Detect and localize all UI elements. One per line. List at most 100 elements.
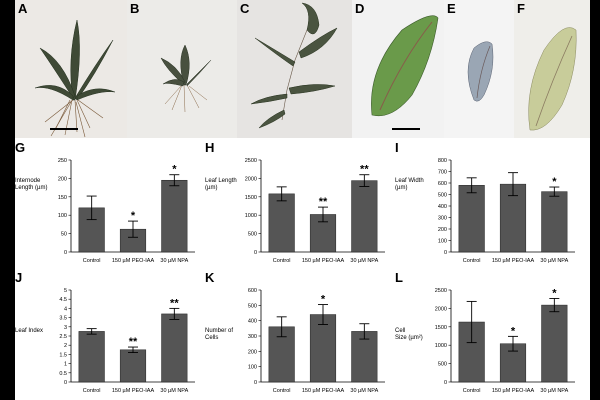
y-tick-label: 500 (248, 232, 257, 238)
y-tick-label: 700 (438, 170, 447, 176)
midrib (476, 45, 491, 99)
y-tick-label: 500 (438, 193, 447, 199)
y-axis-label: Internode Length (µm) (15, 178, 48, 191)
significance-marker: * (511, 325, 516, 337)
bar (78, 331, 105, 383)
y-tick-label: 50 (61, 232, 67, 238)
bar-chart-leaf-index: 0 0.5 1 1.5 2 2.5 3 3.5 4 4.5 5 Control ** 150 µM PEO… (59, 288, 195, 394)
x-category-label: 30 µM NPA (160, 388, 188, 394)
bar (119, 349, 147, 383)
significance-marker: * (552, 287, 557, 299)
bar (268, 193, 295, 253)
y-tick-label: 3 (64, 325, 67, 331)
significance-marker: ** (319, 196, 328, 208)
bar-chart-leaf-width: 0 100 200 300 400 500 600 700 800 Control 150 µM P… (438, 158, 575, 264)
y-tick-label: 100 (248, 365, 257, 371)
y-tick-label: 0 (444, 380, 447, 386)
x-category-label: Control (463, 388, 481, 394)
leaf-blade (467, 41, 494, 102)
moss-plant-photo-b (127, 0, 237, 138)
x-category-label: 150 µM PEO-IAA (112, 258, 155, 264)
photo-background (237, 0, 352, 138)
y-tick-label: 250 (58, 158, 67, 164)
y-tick-label: 2000 (435, 306, 447, 312)
leaf-micrograph-e (444, 0, 514, 138)
leaves (250, 2, 338, 129)
y-axis-label: Cell Size (µm²) (395, 328, 423, 341)
y-tick-label: 0 (64, 380, 67, 386)
x-category-label: Control (463, 258, 481, 264)
y-tick-label: 1 (64, 362, 67, 368)
y-tick-label: 200 (438, 227, 447, 233)
y-tick-label: 100 (438, 239, 447, 245)
leaves (160, 44, 212, 87)
leaf-blade (371, 15, 439, 117)
figure: A B (15, 0, 590, 400)
chart-panel-i: I Leaf Width (µm) 0 100 200 300 400 500 600 700… (395, 140, 585, 270)
bar-chart-internode-length: 0 50 100 150 200 250 Control * 150 µM PEO-IAA * 30… (58, 158, 195, 264)
panel-letter: H (205, 140, 215, 155)
significance-marker: ** (170, 297, 179, 309)
midrib (535, 35, 573, 127)
y-tick-label: 400 (438, 204, 447, 210)
y-tick-label: 2500 (245, 158, 257, 164)
y-tick-label: 1500 (245, 195, 257, 201)
photo-panel-f: F (514, 0, 590, 138)
panel-letter: K (205, 270, 215, 285)
y-axis-label: Leaf Width (µm) (395, 178, 424, 191)
bar (161, 179, 188, 253)
y-tick-label: 2000 (245, 176, 257, 182)
photo-panel-c: C (237, 0, 352, 138)
y-tick-label: 400 (248, 319, 257, 325)
panel-letter: G (15, 140, 26, 155)
photo-panel-d: D (352, 0, 444, 138)
scale-bar (50, 128, 78, 130)
midrib (379, 21, 433, 111)
leaf-micrograph-d (352, 0, 444, 138)
x-category-label: 150 µM PEO-IAA (492, 388, 535, 394)
x-category-label: Control (83, 388, 101, 394)
y-tick-label: 500 (248, 303, 257, 309)
bar (161, 313, 188, 383)
panel-letter: I (395, 140, 399, 155)
moss-plant-photo-a (15, 0, 127, 138)
x-category-label: Control (273, 258, 291, 264)
chart-panel-h: H Leaf Length (µm) 0 500 1000 1500 2000 2500 C… (205, 140, 395, 270)
y-tick-label: 1000 (435, 343, 447, 349)
y-tick-label: 5 (64, 288, 67, 294)
y-tick-label: 3.5 (59, 316, 67, 322)
photo-panel-a: A (15, 0, 127, 138)
scale-bar (392, 128, 420, 130)
significance-marker: * (172, 164, 177, 176)
y-tick-label: 300 (248, 334, 257, 340)
photo-label: F (517, 1, 525, 16)
y-tick-label: 1.5 (59, 352, 67, 358)
y-tick-label: 300 (438, 216, 447, 222)
bar (309, 314, 337, 383)
y-tick-label: 4 (64, 306, 67, 312)
x-category-label: 30 µM NPA (350, 388, 378, 394)
y-axis-label: Number of Cells (205, 328, 234, 341)
y-tick-label: 600 (248, 288, 257, 294)
y-tick-label: 150 (58, 195, 67, 201)
panel-letter: J (15, 270, 23, 285)
photo-label: C (240, 1, 250, 16)
photo-label: D (355, 1, 365, 16)
y-tick-label: 200 (58, 176, 67, 182)
chart-panel-j: J Leaf Index 0 0.5 1 1.5 2 2.5 3 3.5 4 4.5 5 Contro… (15, 270, 205, 400)
panel-letter: L (395, 270, 403, 285)
y-tick-label: 2500 (435, 288, 447, 294)
bar (458, 185, 485, 253)
y-tick-label: 800 (438, 158, 447, 164)
leaf-micrograph-f (514, 0, 590, 138)
y-tick-label: 2 (64, 343, 67, 349)
moss-plant-photo-c (237, 0, 352, 138)
significance-marker: * (321, 294, 326, 306)
photo-panel-b: B (127, 0, 237, 138)
y-tick-label: 0 (444, 250, 447, 256)
bar (351, 180, 378, 253)
y-tick-label: 0 (254, 250, 257, 256)
significance-marker: * (552, 176, 557, 188)
x-category-label: 30 µM NPA (540, 388, 568, 394)
bar (541, 304, 568, 383)
